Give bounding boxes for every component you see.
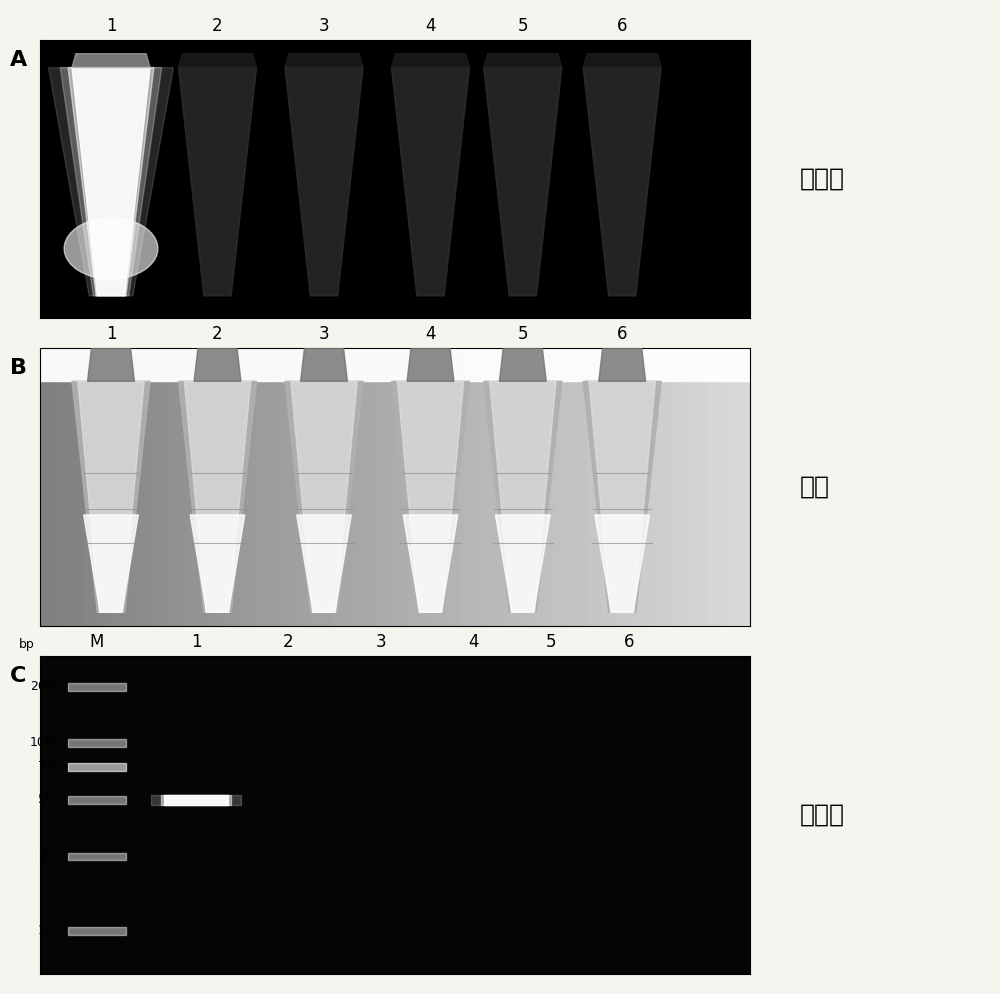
Polygon shape [484,382,562,612]
Polygon shape [490,382,556,612]
Polygon shape [285,68,363,296]
Polygon shape [285,382,363,612]
Polygon shape [589,382,655,612]
Text: 5: 5 [518,17,528,35]
Polygon shape [297,515,351,612]
Polygon shape [391,382,470,612]
Text: 1: 1 [106,17,116,35]
Bar [68,740,126,747]
Polygon shape [583,68,661,296]
Polygon shape [397,382,464,612]
Bar [68,763,126,771]
Text: 1: 1 [106,325,116,343]
Text: 5: 5 [546,633,556,651]
Text: 2: 2 [212,325,223,343]
Text: 2: 2 [283,633,294,651]
Text: A: A [10,50,27,70]
Polygon shape [484,54,562,68]
Polygon shape [484,68,562,296]
Text: 500: 500 [38,792,62,806]
Text: 3: 3 [319,325,329,343]
Bar [151,795,241,805]
Polygon shape [178,54,257,68]
Polygon shape [68,68,154,296]
Polygon shape [301,348,347,382]
Polygon shape [60,68,162,296]
Text: 250: 250 [38,849,62,862]
Text: 1: 1 [191,633,202,651]
Polygon shape [72,68,150,296]
Polygon shape [72,54,150,68]
Polygon shape [484,68,562,296]
Bar [68,683,126,691]
Text: 紫外线: 紫外线 [800,167,845,191]
Polygon shape [178,68,257,296]
Polygon shape [595,515,650,612]
Bar [161,795,231,805]
Bar [164,795,228,805]
Ellipse shape [64,218,158,279]
Text: 4: 4 [425,17,436,35]
Text: C: C [10,666,26,686]
Text: 3: 3 [375,633,386,651]
Polygon shape [291,382,357,612]
Polygon shape [599,348,646,382]
Polygon shape [391,54,470,68]
Text: M: M [90,633,104,651]
Text: 5: 5 [518,325,528,343]
Text: 4: 4 [468,633,478,651]
Text: 4: 4 [425,325,436,343]
Polygon shape [499,348,546,382]
Polygon shape [495,515,550,612]
Bar [68,796,126,804]
Polygon shape [583,54,661,68]
Polygon shape [285,68,363,296]
Polygon shape [583,68,661,296]
Text: B: B [10,358,27,378]
Text: 1000: 1000 [30,737,62,749]
Polygon shape [407,348,454,382]
Polygon shape [285,54,363,68]
Polygon shape [178,68,257,296]
Text: 2: 2 [212,17,223,35]
Polygon shape [49,68,173,296]
Text: 6: 6 [617,17,627,35]
Polygon shape [78,382,144,612]
Polygon shape [583,382,661,612]
Bar [68,927,126,935]
Text: 3: 3 [319,17,329,35]
Polygon shape [391,68,470,296]
Polygon shape [190,515,245,612]
Polygon shape [403,515,458,612]
Polygon shape [391,68,470,296]
Text: 紫外线: 紫外线 [800,803,845,827]
Bar [40,348,750,382]
Text: 6: 6 [624,633,635,651]
Polygon shape [72,382,150,612]
Text: 750: 750 [38,759,62,772]
Text: 日光: 日光 [800,475,830,499]
Text: 100: 100 [38,924,62,937]
Text: 2000: 2000 [30,680,62,693]
Polygon shape [178,382,257,612]
Text: bp: bp [19,638,35,651]
Polygon shape [84,515,138,612]
Bar [68,853,126,861]
Text: 6: 6 [617,325,627,343]
Polygon shape [184,382,251,612]
Polygon shape [194,348,241,382]
Polygon shape [88,348,134,382]
